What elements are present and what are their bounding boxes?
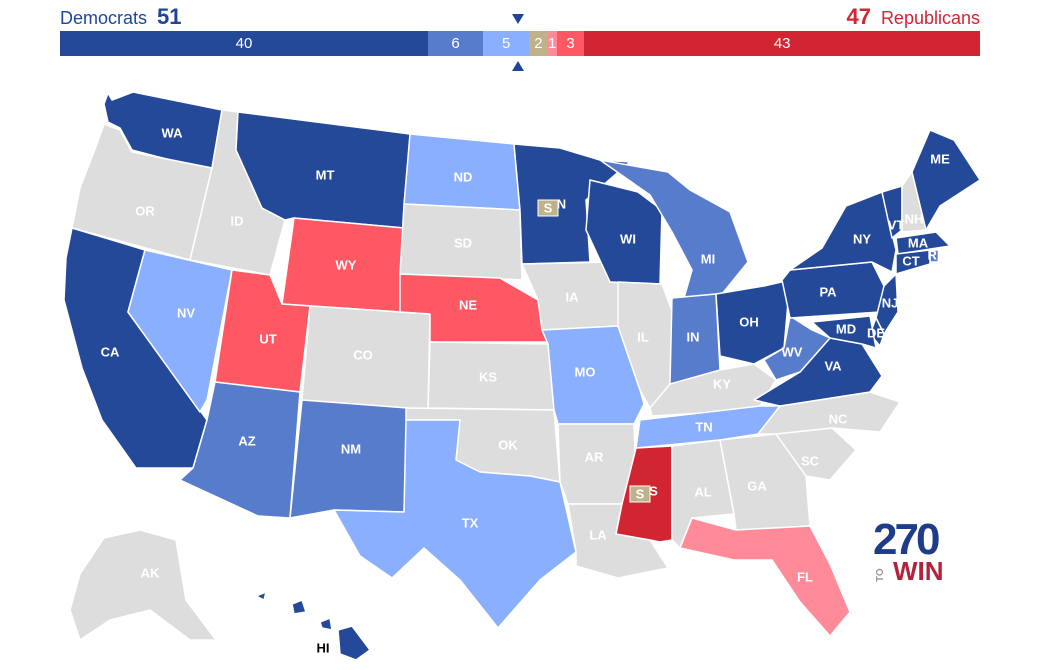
democrats-summary: Democrats 51 bbox=[60, 4, 182, 30]
democrats-label: Democrats bbox=[60, 8, 148, 28]
majority-marker-bottom-icon bbox=[512, 61, 524, 71]
state-nv[interactable] bbox=[127, 249, 233, 413]
state-fl[interactable] bbox=[679, 517, 851, 637]
bar-segment-tossup[interactable]: 2 bbox=[529, 31, 548, 56]
state-ne[interactable] bbox=[399, 273, 549, 343]
state-az[interactable] bbox=[179, 381, 301, 519]
state-co[interactable] bbox=[301, 305, 431, 411]
bar-segment-safe-d[interactable]: 40 bbox=[60, 31, 428, 56]
state-md[interactable] bbox=[811, 315, 877, 349]
state-ak[interactable] bbox=[69, 529, 217, 641]
states-layer bbox=[63, 91, 981, 661]
bar-segment-lean-r[interactable]: 1 bbox=[547, 31, 557, 56]
bar-segment-safe-r[interactable]: 43 bbox=[584, 31, 980, 56]
state-nm[interactable] bbox=[289, 399, 409, 519]
special-election-badge-mn[interactable] bbox=[537, 199, 559, 217]
republicans-label: Republicans bbox=[880, 8, 980, 28]
state-sd[interactable] bbox=[399, 203, 523, 281]
state-nj[interactable] bbox=[875, 273, 899, 335]
state-ct[interactable] bbox=[895, 249, 931, 275]
bar-segment-likely-d[interactable]: 6 bbox=[428, 31, 484, 56]
state-pa[interactable] bbox=[781, 261, 885, 319]
logo-number: 270 bbox=[873, 515, 940, 564]
state-wv[interactable] bbox=[763, 315, 831, 381]
state-label-hi: HI bbox=[317, 640, 330, 655]
state-hi[interactable] bbox=[255, 591, 371, 661]
state-in[interactable] bbox=[669, 293, 721, 385]
state-ks[interactable] bbox=[427, 341, 555, 411]
state-mn[interactable] bbox=[513, 143, 631, 265]
state-ri[interactable] bbox=[929, 249, 941, 263]
senate-header: Democrats 51 47 Republicans bbox=[60, 0, 980, 30]
special-election-badge-ms[interactable] bbox=[629, 485, 651, 503]
seat-balance-bar: 40 6 5 2 1 3 43 bbox=[60, 31, 980, 56]
state-ny[interactable] bbox=[789, 191, 897, 273]
state-ma[interactable] bbox=[895, 231, 951, 255]
majority-marker-top-icon bbox=[512, 14, 524, 24]
bar-segment-lean-d[interactable]: 5 bbox=[483, 31, 530, 56]
democrats-total: 51 bbox=[157, 4, 182, 29]
state-tx[interactable] bbox=[333, 419, 577, 629]
state-me[interactable] bbox=[911, 129, 981, 231]
logo-win: WIN bbox=[893, 556, 944, 586]
logo-to: TO bbox=[875, 568, 886, 582]
republicans-summary: 47 Republicans bbox=[846, 4, 980, 30]
republicans-total: 47 bbox=[846, 4, 871, 29]
state-wy[interactable] bbox=[281, 217, 405, 313]
270towin-logo[interactable]: 270 TO WIN bbox=[873, 518, 953, 586]
bar-segment-likely-r[interactable]: 3 bbox=[556, 31, 585, 56]
state-nd[interactable] bbox=[403, 133, 521, 211]
